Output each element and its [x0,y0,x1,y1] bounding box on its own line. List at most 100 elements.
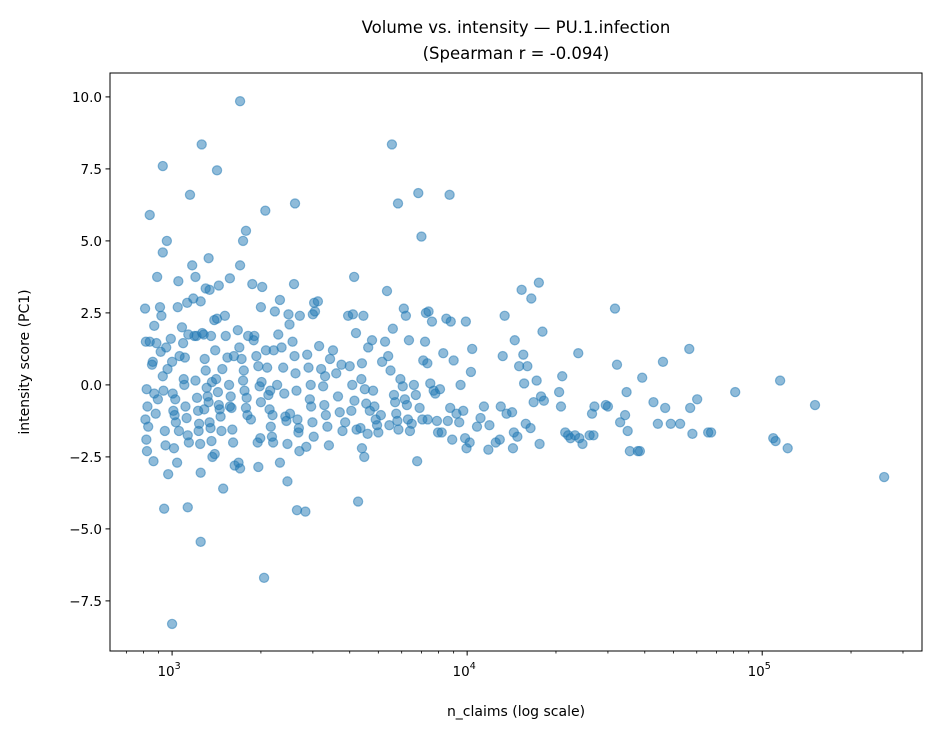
data-point [195,536,206,548]
data-point [465,366,477,378]
data-point [162,363,173,375]
data-point [674,418,686,429]
data-point [234,260,246,271]
data-point [237,235,249,247]
data-point [393,424,404,435]
data-point [475,412,486,424]
data-point [213,280,225,291]
data-point [255,396,267,408]
data-point [211,165,223,176]
data-point [200,365,211,376]
data-point [464,437,475,448]
data-point [151,337,162,349]
data-point [173,276,184,287]
data-point [144,209,155,221]
y-tick-label: 0.0 [81,378,102,394]
data-point [320,409,332,421]
data-point [327,345,339,356]
data-point [283,309,294,320]
data-point [148,456,159,467]
data-point [234,463,246,474]
data-point [389,396,401,408]
data-point [483,444,494,455]
data-point [319,399,330,411]
data-point [438,348,449,359]
data-point [774,375,786,386]
data-point [426,316,438,327]
data-point [150,408,161,419]
data-point [220,330,231,342]
data-point [234,342,245,353]
data-point [313,340,325,352]
data-point [267,437,279,448]
data-point [512,431,523,442]
y-tick-label: 10.0 [72,90,102,106]
data-point [331,368,342,379]
x-tick-base: 10 [157,664,174,680]
data-point [289,350,300,362]
data-point [350,327,362,339]
data-point [255,301,267,313]
data-point [422,414,433,425]
data-point [149,320,160,332]
data-point [139,303,151,314]
data-point [323,440,335,451]
data-point [589,401,600,412]
data-point [191,392,203,404]
data-point [162,468,174,480]
data-point [166,618,178,630]
data-point [684,343,695,355]
data-point [705,427,717,438]
data-point [179,352,191,363]
data-point [522,360,533,372]
data-point [194,438,206,450]
data-point [170,417,182,428]
data-point [205,422,216,434]
data-point [387,323,399,334]
data-point [159,425,171,437]
data-point [180,401,191,412]
data-point [158,385,169,396]
y-axis-label: intensity score (PC1) [17,289,33,434]
data-point [151,271,163,283]
data-point [157,247,168,258]
data-point [154,301,166,313]
data-point [348,271,360,283]
data-point [528,396,539,408]
data-point [237,375,249,386]
data-point [344,360,355,372]
data-point [227,424,238,435]
data-point [447,434,458,445]
data-point [362,428,373,440]
chart-subtitle: (Spearman r = -0.094) [423,44,610,63]
data-point [282,476,293,487]
data-point [236,353,247,365]
data-point [622,425,633,437]
data-point [373,427,384,438]
data-point [336,359,347,370]
data-point [210,345,221,356]
data-point [526,293,537,304]
data-point [414,402,425,414]
data-point [245,414,257,425]
data-point [199,353,210,365]
data-point [442,415,454,427]
data-point [217,363,228,375]
data-point [269,306,281,317]
data-point [293,422,305,434]
data-point [307,309,319,320]
data-point [317,381,329,392]
data-point [292,414,303,425]
data-point [252,437,263,448]
data-point [448,355,459,366]
data-point [460,316,472,327]
data-point [267,409,278,421]
data-point [770,435,781,447]
data-point [143,421,154,432]
data-point [152,394,164,405]
data-point [454,417,465,428]
data-point [248,335,259,346]
data-point [287,336,298,347]
data-point [478,401,490,412]
data-point [319,371,331,382]
